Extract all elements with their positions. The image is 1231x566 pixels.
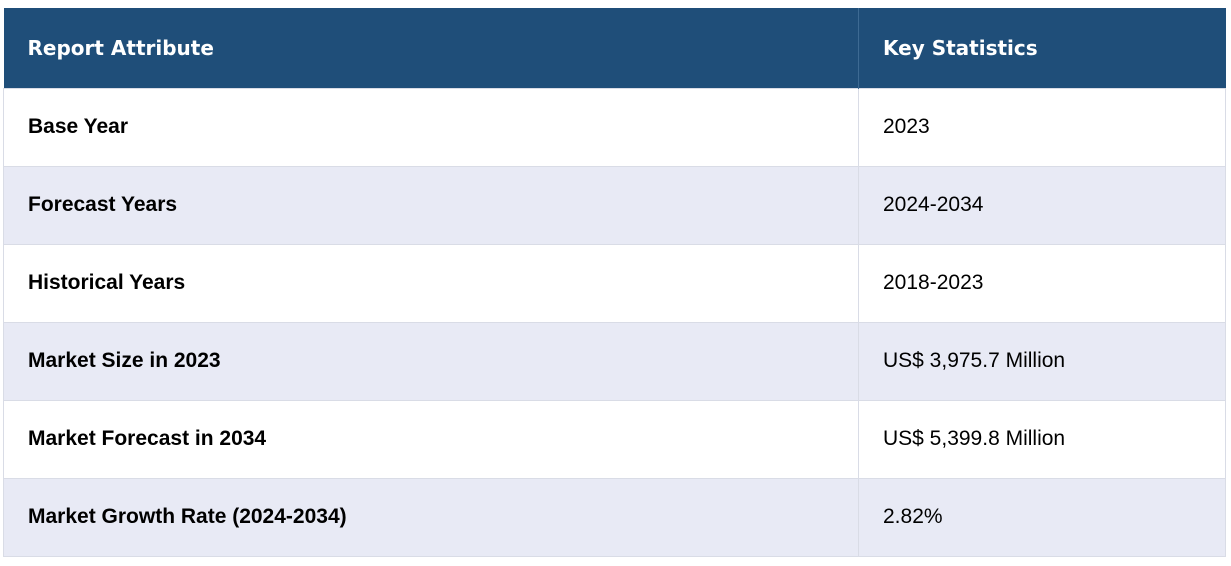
table-row: Market Size in 2023 US$ 3,975.7 Million xyxy=(3,321,1226,400)
row-attribute: Historical Years xyxy=(3,243,859,322)
table-row: Market Growth Rate (2024-2034) 2.82% xyxy=(3,477,1226,557)
table-row: Forecast Years 2024-2034 xyxy=(3,165,1226,244)
table-row: Base Year 2023 xyxy=(3,87,1226,166)
row-value: 2024-2034 xyxy=(858,165,1226,244)
row-value: 2.82% xyxy=(858,477,1226,557)
row-attribute: Market Forecast in 2034 xyxy=(3,399,859,478)
row-value: 2023 xyxy=(858,87,1226,166)
header-row: Report Attribute Key Statistics xyxy=(3,8,1226,88)
row-value: US$ 3,975.7 Million xyxy=(858,321,1226,400)
row-attribute: Forecast Years xyxy=(3,165,859,244)
table-row: Market Forecast in 2034 US$ 5,399.8 Mill… xyxy=(3,399,1226,478)
row-attribute: Market Size in 2023 xyxy=(3,321,859,400)
row-value: US$ 5,399.8 Million xyxy=(858,399,1226,478)
row-attribute: Market Growth Rate (2024-2034) xyxy=(3,477,859,557)
row-value: 2018-2023 xyxy=(858,243,1226,322)
report-attributes-table: Report Attribute Key Statistics Base Yea… xyxy=(3,8,1226,557)
table-body: Base Year 2023 Forecast Years 2024-2034 … xyxy=(3,87,1226,557)
header-report-attribute: Report Attribute xyxy=(3,8,859,88)
row-attribute: Base Year xyxy=(3,87,859,166)
header-key-statistics: Key Statistics xyxy=(858,8,1226,88)
table-row: Historical Years 2018-2023 xyxy=(3,243,1226,322)
table-header: Report Attribute Key Statistics xyxy=(3,8,1226,88)
